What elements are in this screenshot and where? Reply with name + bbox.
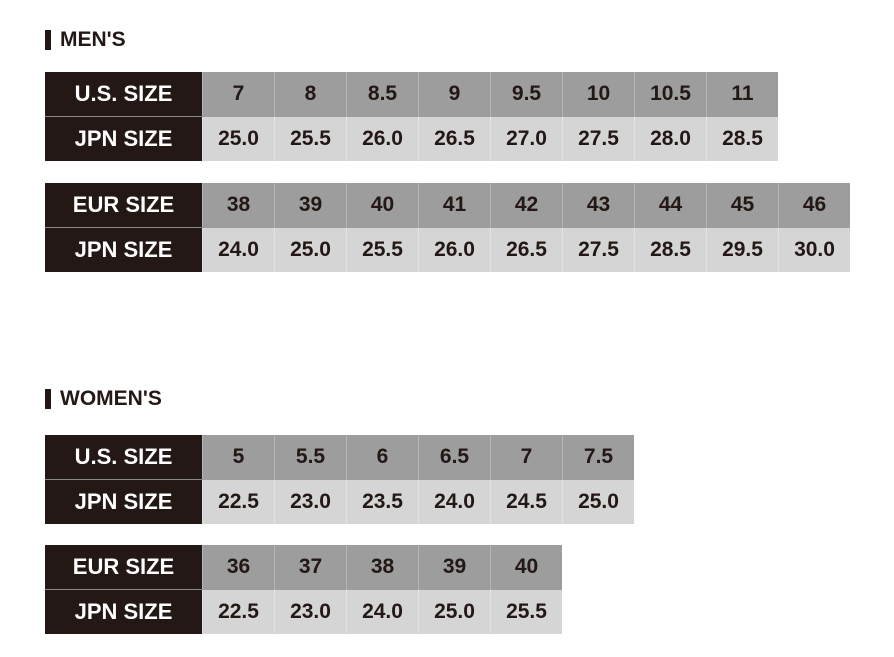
mens-us-size-table: U.S. SIZE 7 8 8.5 9 9.5 10 10.5 11 JPN SIZE 25.0 25…	[45, 72, 778, 161]
jpn-size-row: JPN SIZE 22.5 23.0 23.5 24.0 24.5 25.0	[45, 479, 634, 524]
size-cell: 11	[706, 72, 778, 117]
womens-title-text: WOMEN'S	[60, 387, 162, 410]
size-cell: 7	[490, 435, 563, 480]
size-cell: 42	[490, 183, 563, 228]
size-cell: 7	[202, 72, 275, 117]
size-cell: 26.5	[418, 116, 491, 161]
title-marker-icon	[45, 389, 51, 409]
size-cell: 10	[562, 72, 635, 117]
size-cell: 38	[346, 545, 419, 590]
size-cell: 36	[202, 545, 275, 590]
size-row: U.S. SIZE 7 8 8.5 9 9.5 10 10.5 11	[45, 72, 778, 117]
womens-eur-size-table: EUR SIZE 36 37 38 39 40 JPN SIZE 22.5 23.0 24.0 25…	[45, 545, 562, 634]
size-cell: 23.5	[346, 479, 419, 524]
size-cell: 37	[274, 545, 347, 590]
mens-title-text: MEN'S	[60, 28, 126, 51]
size-cell: 39	[418, 545, 491, 590]
size-cell: 38	[202, 183, 275, 228]
size-cell: 28.5	[634, 227, 707, 272]
size-cell: 25.0	[418, 589, 491, 634]
row-label: JPN SIZE	[45, 227, 203, 272]
size-cell: 26.0	[418, 227, 491, 272]
size-cell: 5.5	[274, 435, 347, 480]
size-cell: 9.5	[490, 72, 563, 117]
size-cell: 23.0	[274, 589, 347, 634]
size-cell: 7.5	[562, 435, 634, 480]
size-cell: 24.0	[418, 479, 491, 524]
row-label: EUR SIZE	[45, 183, 203, 228]
size-cell: 45	[706, 183, 779, 228]
size-cell: 39	[274, 183, 347, 228]
jpn-size-row: JPN SIZE 25.0 25.5 26.0 26.5 27.0 27.5 28.0 28.5	[45, 116, 778, 161]
mens-section-title: MEN'S	[45, 28, 126, 52]
size-cell: 26.0	[346, 116, 419, 161]
size-cell: 40	[346, 183, 419, 228]
size-cell: 25.5	[346, 227, 419, 272]
size-cell: 26.5	[490, 227, 563, 272]
mens-eur-size-table: EUR SIZE 38 39 40 41 42 43 44 45 46 JPN SIZE 24.0 25…	[45, 183, 850, 272]
jpn-size-row: JPN SIZE 22.5 23.0 24.0 25.0 25.5	[45, 589, 562, 634]
size-cell: 25.0	[202, 116, 275, 161]
size-cell: 29.5	[706, 227, 779, 272]
size-row: EUR SIZE 38 39 40 41 42 43 44 45 46	[45, 183, 850, 228]
womens-us-size-table: U.S. SIZE 5 5.5 6 6.5 7 7.5 JPN SIZE 22.5 23.0 23.…	[45, 435, 634, 524]
size-cell: 24.0	[202, 227, 275, 272]
size-cell: 27.0	[490, 116, 563, 161]
size-cell: 40	[490, 545, 562, 590]
size-cell: 22.5	[202, 589, 275, 634]
row-label: JPN SIZE	[45, 479, 203, 524]
size-cell: 43	[562, 183, 635, 228]
size-row: U.S. SIZE 5 5.5 6 6.5 7 7.5	[45, 435, 634, 480]
row-label: EUR SIZE	[45, 545, 203, 590]
size-cell: 25.0	[562, 479, 634, 524]
size-cell: 6.5	[418, 435, 491, 480]
row-label: U.S. SIZE	[45, 72, 203, 117]
size-cell: 41	[418, 183, 491, 228]
size-cell: 24.0	[346, 589, 419, 634]
size-cell: 9	[418, 72, 491, 117]
size-cell: 28.5	[706, 116, 778, 161]
size-row: EUR SIZE 36 37 38 39 40	[45, 545, 562, 590]
size-cell: 28.0	[634, 116, 707, 161]
size-cell: 23.0	[274, 479, 347, 524]
row-label: JPN SIZE	[45, 589, 203, 634]
size-cell: 44	[634, 183, 707, 228]
womens-section-title: WOMEN'S	[45, 387, 162, 411]
size-cell: 25.5	[490, 589, 562, 634]
row-label: U.S. SIZE	[45, 435, 203, 480]
size-cell: 46	[778, 183, 850, 228]
size-cell: 27.5	[562, 227, 635, 272]
size-cell: 25.5	[274, 116, 347, 161]
row-label: JPN SIZE	[45, 116, 203, 161]
size-cell: 22.5	[202, 479, 275, 524]
size-cell: 24.5	[490, 479, 563, 524]
jpn-size-row: JPN SIZE 24.0 25.0 25.5 26.0 26.5 27.5 28.5 29.5…	[45, 227, 850, 272]
size-cell: 30.0	[778, 227, 850, 272]
size-cell: 6	[346, 435, 419, 480]
title-marker-icon	[45, 30, 51, 50]
size-cell: 27.5	[562, 116, 635, 161]
size-cell: 25.0	[274, 227, 347, 272]
size-cell: 8	[274, 72, 347, 117]
size-cell: 8.5	[346, 72, 419, 117]
size-cell: 10.5	[634, 72, 707, 117]
size-cell: 5	[202, 435, 275, 480]
